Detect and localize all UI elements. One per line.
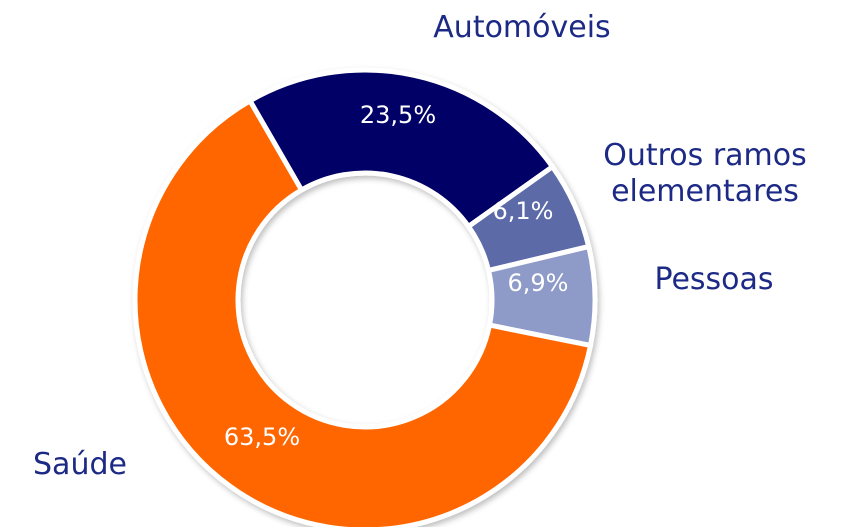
category-label: Saúde — [33, 447, 127, 482]
donut-wedge — [246, 67, 556, 230]
wedges — [132, 67, 598, 527]
value-label: 63,5% — [224, 423, 300, 451]
value-label: 6,9% — [508, 269, 569, 297]
category-label: Pessoas — [654, 262, 774, 297]
value-label: 6,1% — [493, 197, 554, 225]
value-label: 23,5% — [360, 101, 436, 129]
category-label: Outros ramos elementares — [603, 138, 807, 209]
category-label: Automóveis — [433, 10, 611, 45]
donut-wedge — [132, 97, 594, 527]
